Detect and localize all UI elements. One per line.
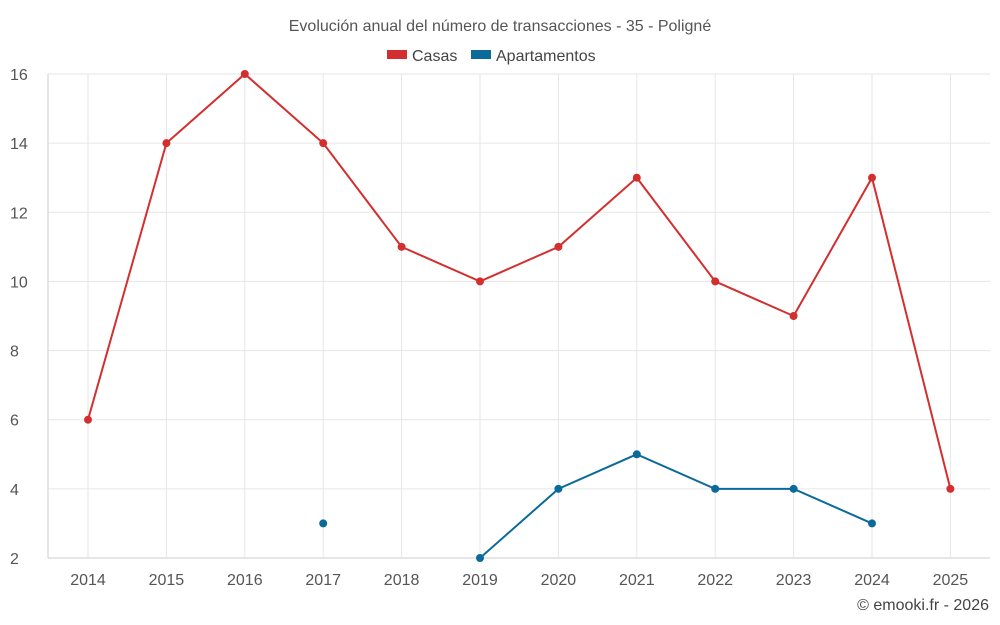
y-tick-label: 16 [10,67,28,84]
data-point-apartamentos[interactable] [789,484,798,493]
x-tick-label: 2019 [462,572,498,589]
y-tick-label: 8 [10,344,19,361]
y-tick-label: 4 [10,482,19,499]
data-point-casas[interactable] [789,312,798,320]
x-tick-label: 2020 [541,572,577,589]
legend-item-casas[interactable]: Casas [387,48,457,65]
legend-swatch-apartamentos [471,50,491,59]
y-tick-label: 10 [10,274,28,291]
data-point-casas[interactable] [946,484,955,493]
copyright-credit: © emooki.fr - 2026 [857,597,989,614]
data-point-apartamentos[interactable] [476,554,484,562]
data-point-casas[interactable] [240,70,249,78]
x-tick-label: 2024 [854,572,890,589]
data-point-apartamentos[interactable] [554,484,563,493]
x-tick-label: 2015 [149,572,185,589]
data-point-casas[interactable] [868,173,876,182]
x-tick-label: 2021 [619,572,655,589]
x-tick-label: 2018 [384,572,420,589]
series-casas [84,70,955,493]
data-point-casas[interactable] [319,139,328,148]
series-line-apartamentos [479,453,873,559]
x-tick-label: 2023 [776,572,812,589]
data-point-casas[interactable] [476,277,484,286]
data-point-casas[interactable] [162,139,171,148]
x-tick-label: 2014 [70,572,106,589]
legend-item-apartamentos[interactable]: Apartamentos [471,48,596,65]
chart-title: Evolución anual del número de transaccio… [289,18,712,35]
data-point-apartamentos[interactable] [632,450,641,459]
grid [47,73,990,559]
y-tick-label: 14 [10,136,28,153]
data-point-apartamentos[interactable] [319,519,328,528]
legend-swatch-casas [387,50,407,59]
legend: Casas Apartamentos [387,48,596,65]
data-point-casas[interactable] [554,242,563,251]
y-tick-label: 2 [10,551,19,568]
x-tick-label: 2025 [933,572,969,589]
x-axis-ticks: 2014 2015 2016 2017 2018 2019 2020 2021 2022 2023… [70,572,968,589]
x-tick-label: 2016 [227,572,263,589]
y-tick-label: 12 [10,205,28,222]
legend-label-casas: Casas [412,48,457,65]
series-apartamentos [319,450,876,562]
y-tick-label: 6 [10,413,19,430]
x-tick-label: 2022 [697,572,733,589]
series-layer [84,70,955,562]
data-point-casas[interactable] [632,173,641,182]
data-point-apartamentos[interactable] [711,484,720,493]
data-point-casas[interactable] [84,415,92,424]
data-point-casas[interactable] [711,277,720,286]
y-axis-ticks: 2 4 6 8 10 12 14 16 [10,67,28,568]
series-line-casas [87,72,952,490]
legend-label-apartamentos: Apartamentos [496,48,596,65]
data-point-apartamentos[interactable] [868,519,876,528]
data-point-casas[interactable] [397,242,406,251]
x-tick-label: 2017 [305,572,341,589]
